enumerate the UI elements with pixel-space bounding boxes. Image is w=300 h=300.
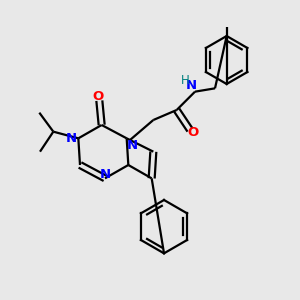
Text: N: N	[65, 132, 76, 145]
Text: N: N	[186, 79, 197, 92]
Text: O: O	[92, 90, 103, 103]
Text: N: N	[99, 168, 111, 181]
Text: H: H	[181, 74, 190, 88]
Text: N: N	[127, 140, 138, 152]
Text: O: O	[188, 126, 199, 139]
